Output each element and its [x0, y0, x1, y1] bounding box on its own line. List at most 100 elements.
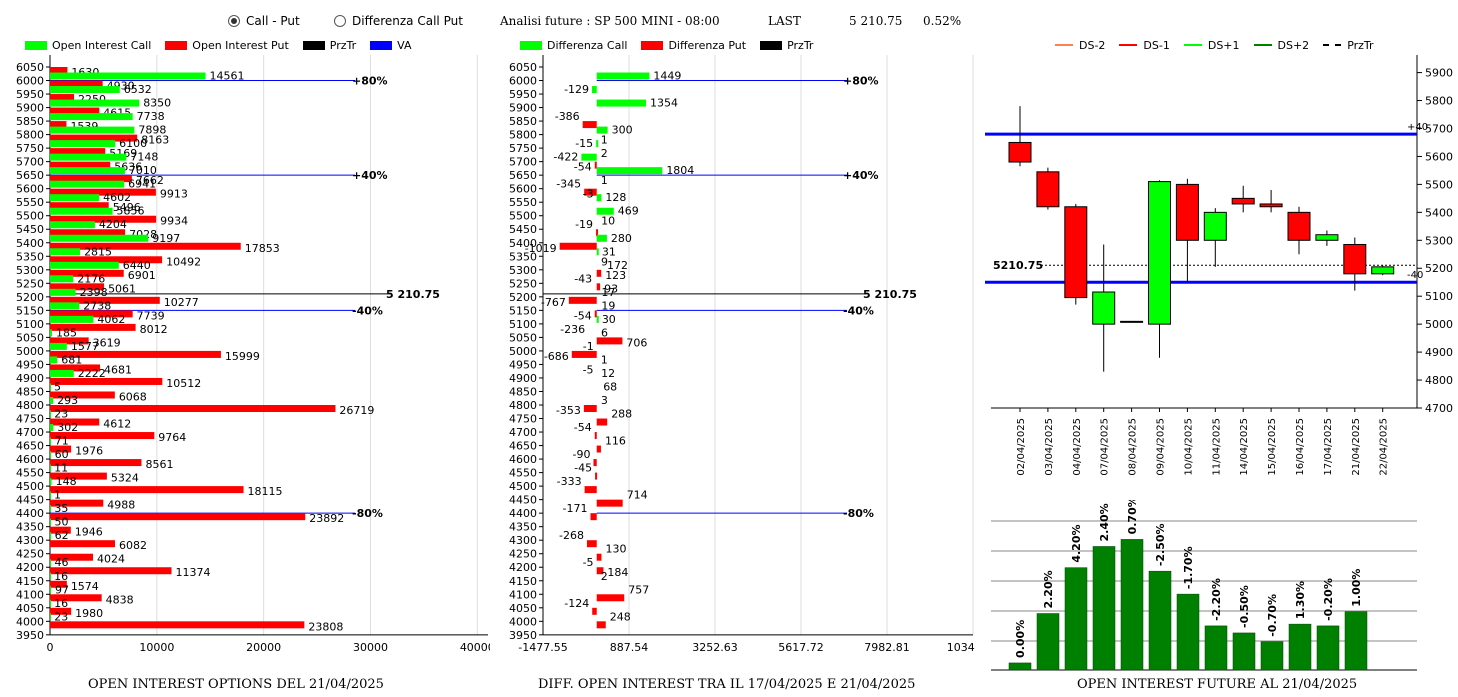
- future-oi-label: 2.20%: [1042, 570, 1055, 608]
- future-oi-chart: 0.00% 2.20% 4.20% 2.40% 0.70% -2.50% -1.70% -2.…: [991, 500, 1417, 671]
- diff-value-label: 17: [601, 286, 615, 299]
- diff-value-label: -45: [574, 462, 592, 475]
- future-oi-label: 0.00%: [1014, 620, 1027, 658]
- put-diff-bar: [596, 499, 623, 507]
- call-value-label: 23: [54, 408, 68, 421]
- put-bar: [50, 337, 89, 345]
- future-oi-bar: [1260, 641, 1284, 671]
- put-diff-bar: [586, 540, 597, 548]
- legend-label: VA: [397, 38, 412, 52]
- strike-label: 4850: [509, 385, 537, 398]
- future-oi-label: 1.30%: [1294, 581, 1307, 619]
- candlestick-chart: 4700 4800 4900 5000 5100 5200 5300 5400 5500 5600…: [985, 55, 1453, 476]
- call-bar: [50, 113, 133, 121]
- va-label: +80%: [352, 75, 388, 88]
- put-bar: [50, 567, 172, 575]
- date-label: 22/04/2025: [1379, 418, 1390, 476]
- put-value-label: 11374: [176, 566, 211, 579]
- strike-label: 4750: [509, 413, 537, 426]
- diff-value-label: 30: [602, 313, 616, 326]
- future-oi-label: -0.20%: [1322, 578, 1335, 621]
- radio-differenza[interactable]: Differenza Call Put: [334, 14, 463, 28]
- call-bar: [50, 86, 120, 94]
- strike-label: 4850: [16, 385, 44, 398]
- va-label: +40%: [843, 169, 879, 182]
- put-bar: [50, 621, 305, 629]
- call-bar: [50, 437, 51, 445]
- strike-label: 5500: [16, 210, 44, 223]
- put-diff-bar: [593, 459, 597, 467]
- diff-value-label: 2: [601, 147, 608, 160]
- put-bar: [50, 202, 109, 210]
- diff-value-label: 280: [611, 232, 632, 245]
- put-value-label: 7662: [136, 174, 164, 187]
- date-label: 11/04/2025: [1211, 418, 1222, 476]
- put-value-label: 8163: [141, 134, 169, 147]
- put-value-label: 5324: [111, 472, 139, 485]
- call-bar: [50, 99, 140, 107]
- put-bar: [50, 377, 163, 385]
- diff-value-label: 469: [618, 205, 639, 218]
- diff-value-label: 706: [626, 336, 647, 349]
- x-tick-label: 40000: [460, 641, 490, 654]
- diff-value-label: 128: [605, 191, 626, 204]
- footer-oi: OPEN INTEREST OPTIONS DEL 21/04/2025: [88, 677, 384, 692]
- legend-label: DS-2: [1079, 38, 1106, 52]
- strike-label: 4900: [16, 372, 44, 385]
- future-oi-bar: [1204, 625, 1228, 671]
- future-oi-bar: [1120, 539, 1144, 671]
- call-value-label: 7898: [138, 124, 166, 137]
- strike-label: 5550: [509, 196, 537, 209]
- diff-value-label: 1804: [666, 164, 694, 177]
- legend-swatch: [1055, 44, 1073, 46]
- legend-swatch: [1253, 44, 1272, 46]
- strike-label: 4750: [16, 413, 44, 426]
- strike-label: 4700: [509, 426, 537, 439]
- last-value: 5 210.75: [849, 14, 903, 28]
- call-diff-bar: [596, 207, 614, 215]
- future-oi-label: -2.50%: [1154, 523, 1167, 566]
- va-label: +40%: [352, 169, 388, 182]
- put-value-label: 10492: [166, 255, 201, 268]
- diff-value-label: -129: [564, 83, 589, 96]
- put-value-label: 8561: [145, 458, 173, 471]
- strike-label: 6050: [509, 61, 537, 74]
- diff-value-label: -171: [563, 502, 588, 515]
- y-tick-label: 5500: [1425, 178, 1453, 191]
- strike-label: 4650: [509, 440, 537, 453]
- last-pct: 0.52%: [923, 14, 962, 28]
- legend-item: Open Interest Put: [165, 39, 289, 52]
- put-diff-bar: [595, 472, 598, 480]
- date-label: 08/04/2025: [1128, 418, 1139, 476]
- va-label: -40%: [843, 304, 874, 317]
- call-diff-bar: [581, 153, 597, 161]
- call-value-label: 71: [55, 435, 69, 448]
- call-bar: [50, 302, 80, 310]
- strike-label: 4350: [16, 521, 44, 534]
- diff-value-label: -236: [560, 323, 585, 336]
- put-bar: [50, 215, 157, 223]
- strike-label: 5850: [509, 115, 537, 128]
- put-bar: [50, 323, 136, 331]
- diff-value-label: 10: [601, 215, 615, 228]
- radio-differenza-label: Differenza Call Put: [352, 14, 463, 28]
- put-value-label: 5061: [108, 282, 136, 295]
- strike-label: 5100: [509, 318, 537, 331]
- radio-unselected-icon[interactable]: [334, 15, 346, 27]
- candle-body: [1287, 211, 1311, 241]
- diff-value-label: -1019: [525, 242, 557, 255]
- diff-value-label: 1: [601, 174, 608, 187]
- diff-value-label: 2: [601, 570, 608, 583]
- legend-item: Open Interest Call: [25, 39, 151, 52]
- call-bar: [50, 194, 100, 202]
- radio-selected-icon[interactable]: [228, 15, 240, 27]
- strike-label: 4100: [509, 588, 537, 601]
- radio-call-put[interactable]: Call - Put: [228, 14, 300, 28]
- diff-value-label: -19: [575, 218, 593, 231]
- legend-swatch: [1183, 44, 1202, 46]
- put-value-label: 7739: [137, 309, 165, 322]
- strike-label: 5750: [509, 142, 537, 155]
- future-oi-label: -0.70%: [1266, 594, 1279, 637]
- strike-label: 4950: [16, 358, 44, 371]
- diff-value-label: 300: [612, 124, 633, 137]
